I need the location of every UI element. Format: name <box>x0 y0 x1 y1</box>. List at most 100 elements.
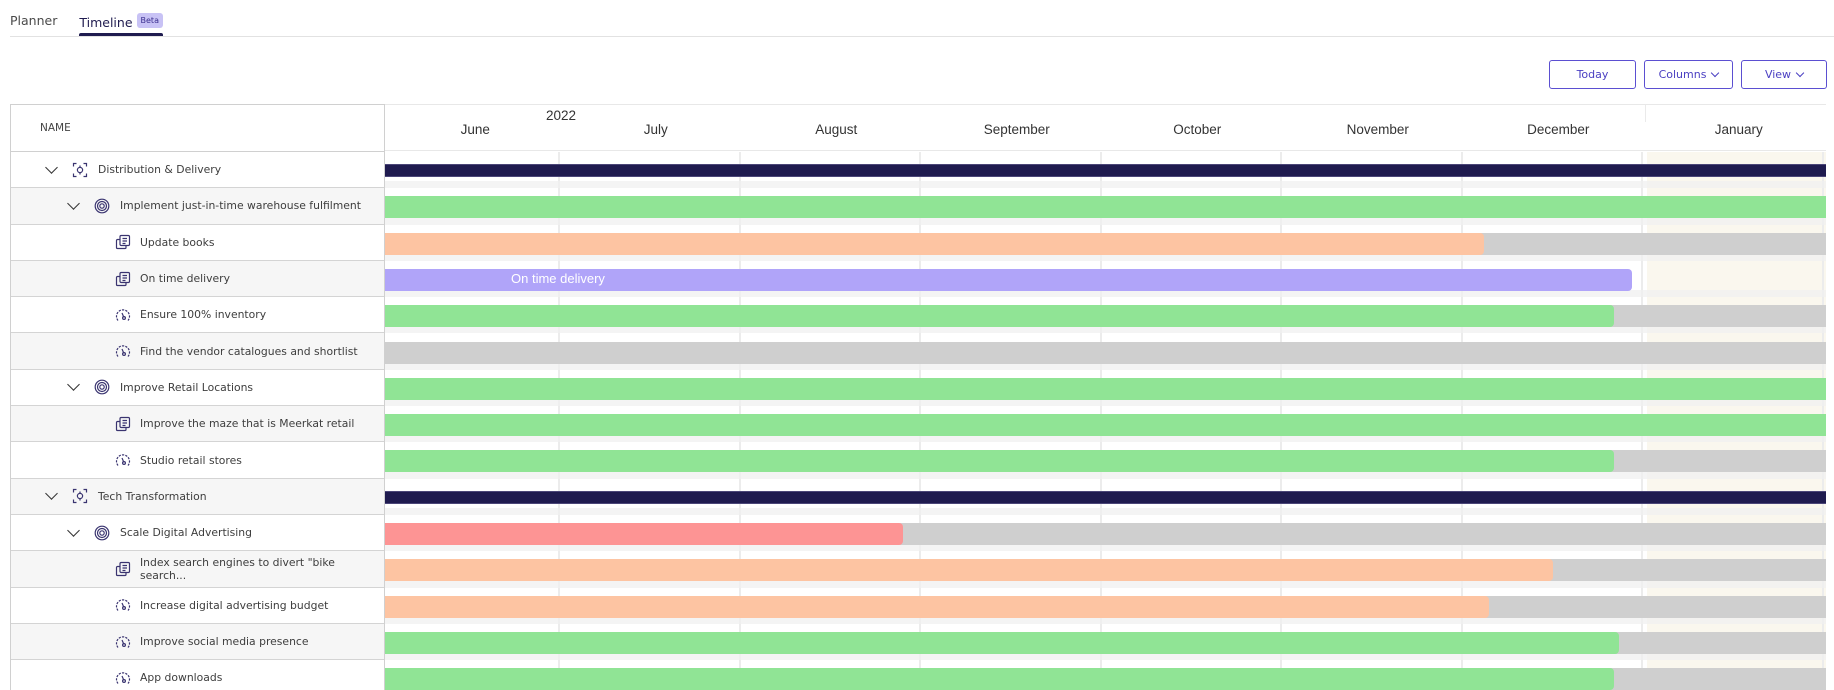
timeline-row: On time delivery <box>385 261 1826 298</box>
beta-badge: Beta <box>136 13 163 28</box>
row-stripe <box>385 616 1826 624</box>
tree-row[interactable]: Improve Retail Locations <box>11 370 384 407</box>
timeline-row <box>385 225 1826 261</box>
row-label: Improve Retail Locations <box>120 380 254 394</box>
timeline-row <box>385 660 1826 690</box>
tree-row[interactable]: Improve the maze that is Meerkat retail <box>11 406 384 443</box>
timeline-row <box>385 588 1826 624</box>
tree-row[interactable]: App downloads <box>11 660 384 690</box>
tab-planner[interactable]: Planner <box>10 0 57 36</box>
focus-target-icon <box>72 488 88 504</box>
focus-target-icon <box>72 162 88 178</box>
row-stripe <box>385 217 1826 225</box>
timeline-row <box>385 152 1826 189</box>
row-label: Find the vendor catalogues and shortlist <box>140 344 358 358</box>
tree-row[interactable]: Index search engines to divert "bike sea… <box>11 551 384 588</box>
row-stripe <box>385 399 1826 407</box>
timeline-bar[interactable] <box>385 668 1614 690</box>
tree-row[interactable]: Distribution & Delivery <box>11 152 384 189</box>
row-label: Improve social media presence <box>140 635 309 648</box>
year-label: 2022 <box>546 108 577 123</box>
gauge-icon <box>115 452 131 468</box>
chevron-down-icon[interactable] <box>45 487 58 501</box>
timeline-bar[interactable] <box>385 450 1614 473</box>
name-column-header[interactable]: NAME <box>11 105 384 152</box>
tab-timeline-label: Timeline <box>79 15 133 30</box>
row-label: Scale Digital Advertising <box>120 526 253 540</box>
name-rows: Distribution & Delivery Implement just-in… <box>11 152 384 690</box>
tab-planner-label: Planner <box>10 13 58 28</box>
row-label: Implement just-in-time warehouse fulfilm… <box>120 199 361 213</box>
tree-row[interactable]: On time delivery <box>11 260 384 298</box>
today-button[interactable]: Today <box>1549 60 1636 89</box>
view-dropdown-button[interactable]: View <box>1741 60 1827 89</box>
timeline-row <box>385 370 1826 407</box>
timeline-bar[interactable] <box>385 595 1489 618</box>
tree-row[interactable]: Ensure 100% inventory <box>11 297 384 334</box>
row-stripe <box>385 544 1826 552</box>
tree-row[interactable]: Update books <box>11 225 384 261</box>
group-timeline-bar[interactable] <box>385 165 1826 176</box>
month-label: July <box>643 122 668 137</box>
timeline-body: On time delivery <box>385 152 1826 690</box>
tab-timeline[interactable]: Timeline Beta <box>79 0 163 36</box>
tree-row[interactable]: Improve social media presence <box>11 623 384 661</box>
row-stripe <box>385 580 1826 588</box>
timeline-header: 2022 June July August September October Novem… <box>385 104 1826 151</box>
timeline-row <box>385 479 1826 515</box>
columns-dropdown-button[interactable]: Columns <box>1644 60 1733 89</box>
row-stripe <box>385 507 1826 515</box>
month-label: October <box>1173 122 1222 137</box>
month-label: November <box>1346 122 1409 137</box>
tree-row[interactable]: Find the vendor catalogues and shortlist <box>11 333 384 370</box>
row-stripe <box>385 326 1826 334</box>
columns-label: Columns <box>1658 68 1707 81</box>
timeline-bar[interactable] <box>385 305 1614 328</box>
month-label: June <box>460 122 490 137</box>
timeline-bar[interactable] <box>385 232 1484 255</box>
bar-label: On time delivery <box>511 270 605 286</box>
chevron-down-icon[interactable] <box>67 197 80 210</box>
month-label: December <box>1527 122 1590 137</box>
timeline-row <box>385 406 1826 443</box>
document-stack-icon <box>115 234 131 250</box>
chevron-down-icon <box>1711 68 1720 78</box>
chevron-down-icon[interactable] <box>67 523 80 537</box>
timeline-row <box>385 297 1826 334</box>
gauge-icon <box>115 634 131 650</box>
chevron-down-icon <box>1795 68 1805 78</box>
timeline-bar[interactable] <box>385 523 903 545</box>
tree-row[interactable]: Tech Transformation <box>11 478 384 515</box>
timeline-bar[interactable] <box>385 414 1826 437</box>
bullseye-icon <box>94 379 110 395</box>
chevron-down-icon[interactable] <box>45 160 58 174</box>
tree-row[interactable]: Studio retail stores <box>11 442 384 479</box>
timeline-bar[interactable] <box>385 377 1826 400</box>
group-timeline-bar[interactable] <box>385 491 1826 503</box>
tree-row[interactable]: Scale Digital Advertising <box>11 515 384 552</box>
bar-track <box>385 341 1826 364</box>
tree-row[interactable]: Implement just-in-time warehouse fulfilm… <box>11 188 384 225</box>
timeline-bar[interactable] <box>385 631 1619 654</box>
row-label: Distribution & Delivery <box>98 163 222 177</box>
timeline-bar[interactable] <box>385 196 1826 219</box>
timeline-bar[interactable]: On time delivery <box>385 268 1632 291</box>
timeline-bar[interactable] <box>385 559 1553 582</box>
name-column: NAME Distribution & Delivery Implement ju… <box>10 104 385 690</box>
document-stack-icon <box>115 271 131 287</box>
tree-row[interactable]: Increase digital advertising budget <box>11 588 384 624</box>
chevron-down-icon[interactable] <box>67 378 80 392</box>
row-label: App downloads <box>140 671 223 685</box>
month-label: September <box>983 122 1050 137</box>
row-label: Ensure 100% inventory <box>140 308 267 322</box>
row-stripe <box>385 653 1826 661</box>
row-label: Update books <box>140 235 215 249</box>
timeline-row <box>385 515 1826 552</box>
view-label: View <box>1764 68 1792 81</box>
row-stripe <box>385 362 1826 370</box>
timeline-row <box>385 551 1826 588</box>
today-label: Today <box>1576 68 1609 81</box>
row-label: Increase digital advertising budget <box>140 598 329 612</box>
gauge-icon <box>115 597 131 613</box>
row-label: Tech Transformation <box>98 489 207 503</box>
